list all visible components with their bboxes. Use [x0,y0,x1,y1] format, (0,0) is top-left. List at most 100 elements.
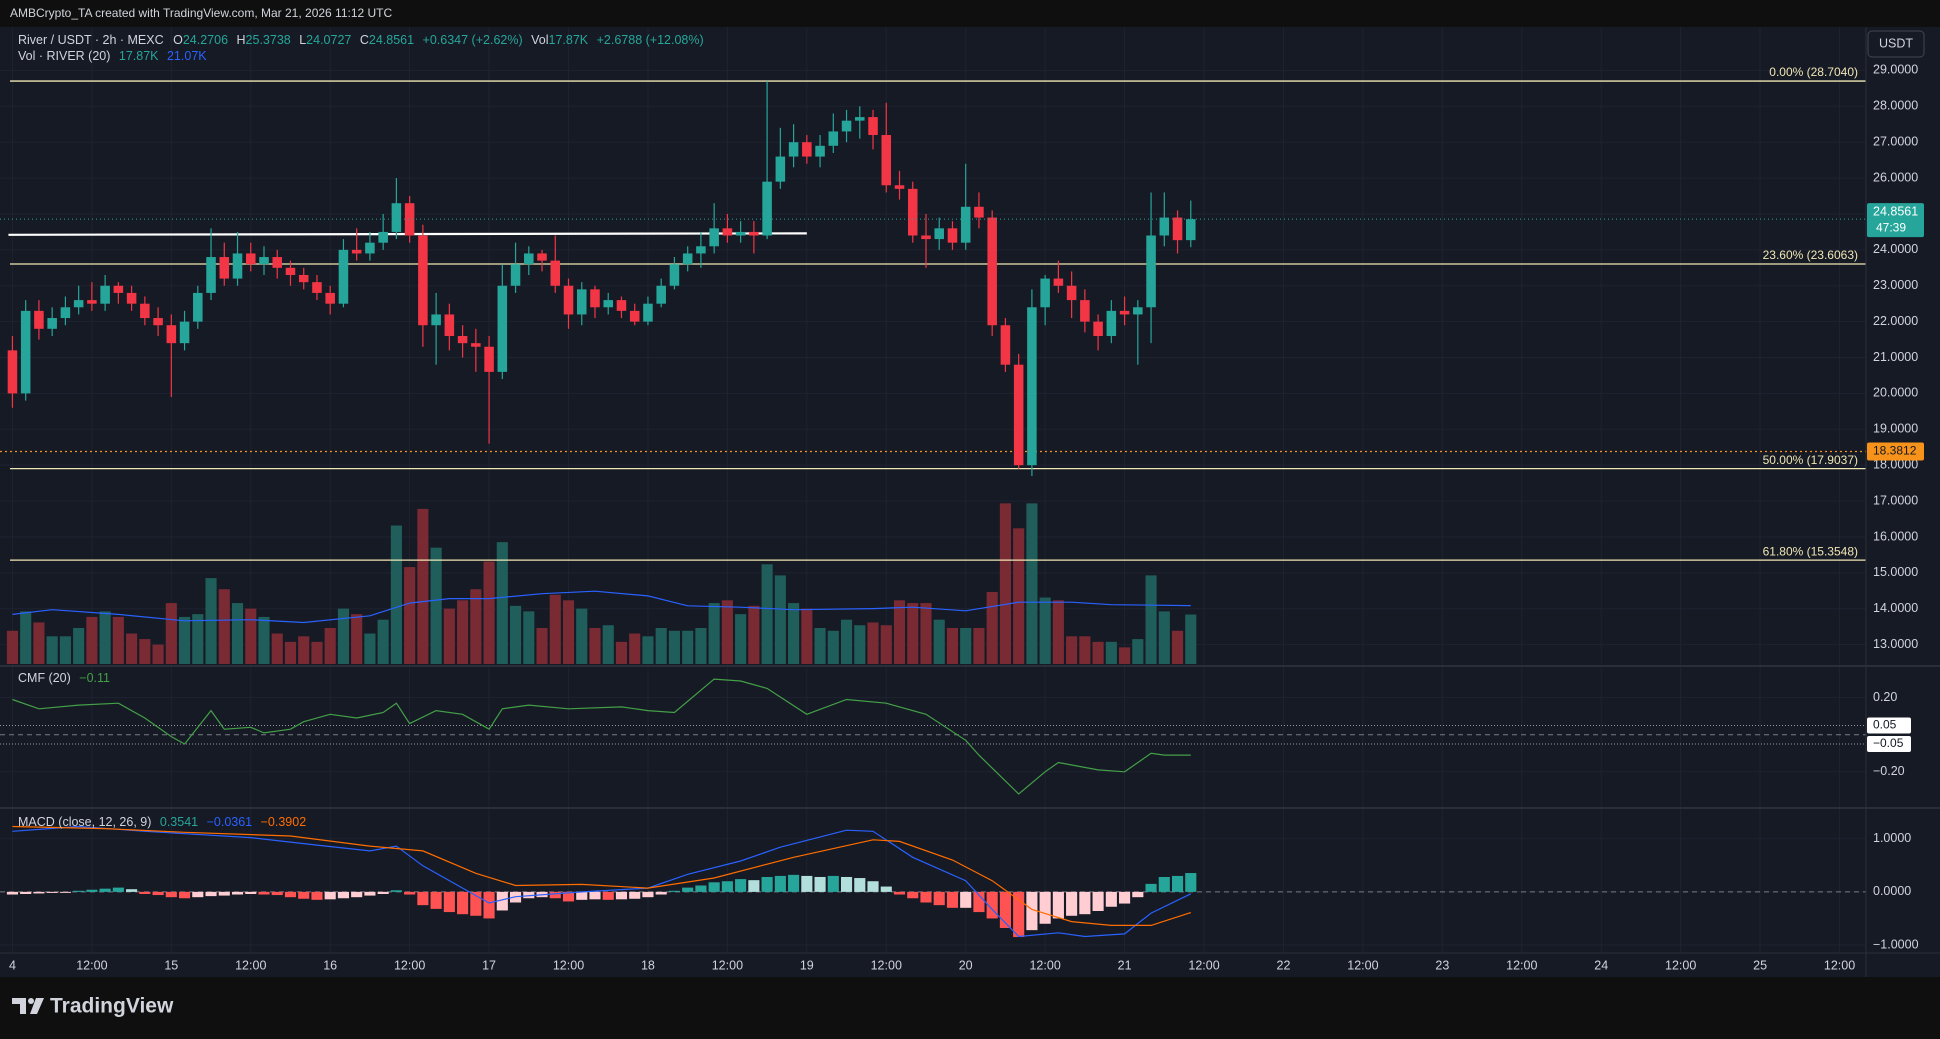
macd-histogram-bar [960,891,972,908]
volume-bar [907,603,919,664]
x-tick-label: 4 [9,958,16,972]
y-tick-label: 20.0000 [1873,386,1918,400]
macd-histogram-bar [231,891,244,895]
volume-bar [245,608,257,664]
macd-hist-value: 0.3541 [160,815,198,829]
volume-bar [1079,636,1091,664]
x-tick-label: 12:00 [76,958,107,972]
volume-bar [1105,641,1117,664]
volume-bar [1171,630,1184,664]
volume-bar [668,630,680,664]
candle-body [682,253,693,265]
candle-body [1106,310,1117,336]
volume-bar [576,608,588,664]
candle-body [749,231,759,236]
candle-body [696,246,706,254]
volume-bar [549,594,561,664]
macd-histogram-bar [973,891,985,913]
logo-shape [12,998,26,1014]
macd-histogram-bar [46,891,58,893]
x-tick-label: 12:00 [235,958,266,972]
candle-body [193,292,203,322]
candle-body [616,300,627,311]
volume-bar [986,591,998,664]
volume-bar [351,614,363,664]
y-tick-label: 18.0000 [1873,457,1918,471]
macd-histogram-bar [245,891,257,894]
volume-bar [893,600,906,664]
legend-main: River / USDT · 2h · MEXC O24.2706 H25.37… [18,33,704,47]
volume-bar [496,542,508,664]
macd-histogram-bar [443,891,455,913]
legend-low: 24.0727 [306,33,351,47]
y-tick-label: 17.0000 [1873,493,1918,507]
candle-body [1000,325,1011,365]
macd-histogram-bar [867,881,879,892]
candle-body [325,292,335,304]
volume-bar [748,605,760,664]
candle-body [404,203,415,236]
x-tick-label: 25 [1753,958,1767,972]
volume-bar [1119,647,1131,664]
macd-histogram-bar [1079,891,1091,915]
volume-value: 17.87K [119,49,159,63]
legend-change: +0.6347 (+2.62%) [423,33,523,47]
logo-shape [30,998,44,1014]
volume-bar [827,630,839,664]
candle-body [722,228,733,236]
macd-histogram-bar [192,891,204,898]
volume-bar [867,622,879,664]
x-tick-label: 12:00 [1665,958,1696,972]
candle-body [1093,321,1103,336]
macd-histogram-bar [430,891,442,909]
candle-body [669,264,680,286]
y-tick-label: 21.0000 [1873,350,1918,364]
candle-body [418,235,428,326]
macd-histogram-bar [126,889,138,892]
cmf-band-label: 0.05 [1873,718,1897,732]
candle-body [87,300,97,304]
candle-body [431,314,441,326]
macd-histogram-bar [1052,891,1064,919]
legend-c-label: C [360,33,369,47]
candle-body [524,253,534,265]
macd-histogram-bar [205,891,217,897]
macd-histogram-bar [615,891,628,900]
volume-bar [205,578,217,664]
macd-histogram-bar [774,875,786,892]
volume-bar [231,603,244,664]
macd-histogram-bar [59,891,71,893]
candle-body [351,249,362,254]
volume-bar [139,639,151,664]
volume-bar [920,603,932,664]
macd-histogram-bar [655,891,667,895]
currency-button[interactable] [1867,30,1925,58]
fib-label: 23.60% (23.6063) [1763,248,1858,262]
candle-body [1040,278,1050,308]
candle-body [1146,235,1156,308]
volume-bar [801,608,813,664]
macd-tick-label: −1.0000 [1873,937,1919,951]
volume-bar [99,611,111,664]
candle-body [709,228,719,247]
macd-histogram-bar [284,891,297,898]
volume-bar [165,603,177,664]
macd-histogram-bar [602,891,614,900]
volume-bar [708,603,720,664]
currency-label[interactable]: USDT [1879,36,1913,50]
candle-body [934,228,944,240]
volume-bar [933,619,945,664]
macd-histogram-bar [99,888,111,892]
macd-histogram-bar [986,891,998,919]
volume-bar [509,605,522,664]
candle-body [298,274,309,283]
volume-bar [602,625,614,664]
candle-body [245,253,256,265]
macd-histogram-bar [999,891,1011,929]
candle-body [510,264,521,286]
candle-body [868,117,878,136]
legend-cmf: CMF (20) −0.11 [18,671,110,685]
volume-bar [629,633,641,664]
volume-bar [271,633,283,664]
